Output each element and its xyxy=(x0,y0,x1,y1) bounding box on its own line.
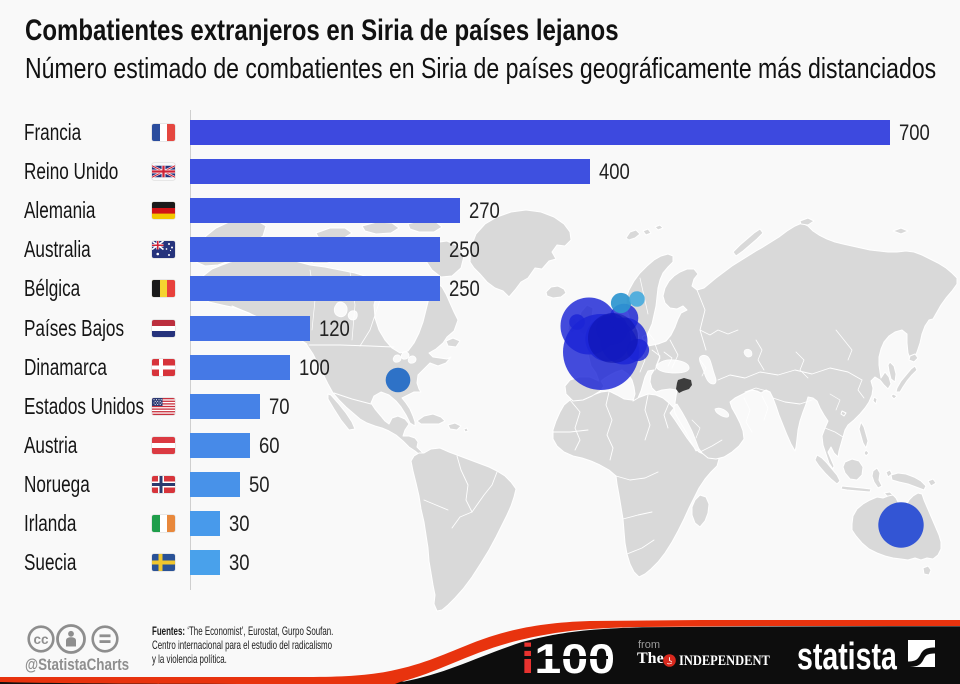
svg-text:cc: cc xyxy=(33,632,49,647)
